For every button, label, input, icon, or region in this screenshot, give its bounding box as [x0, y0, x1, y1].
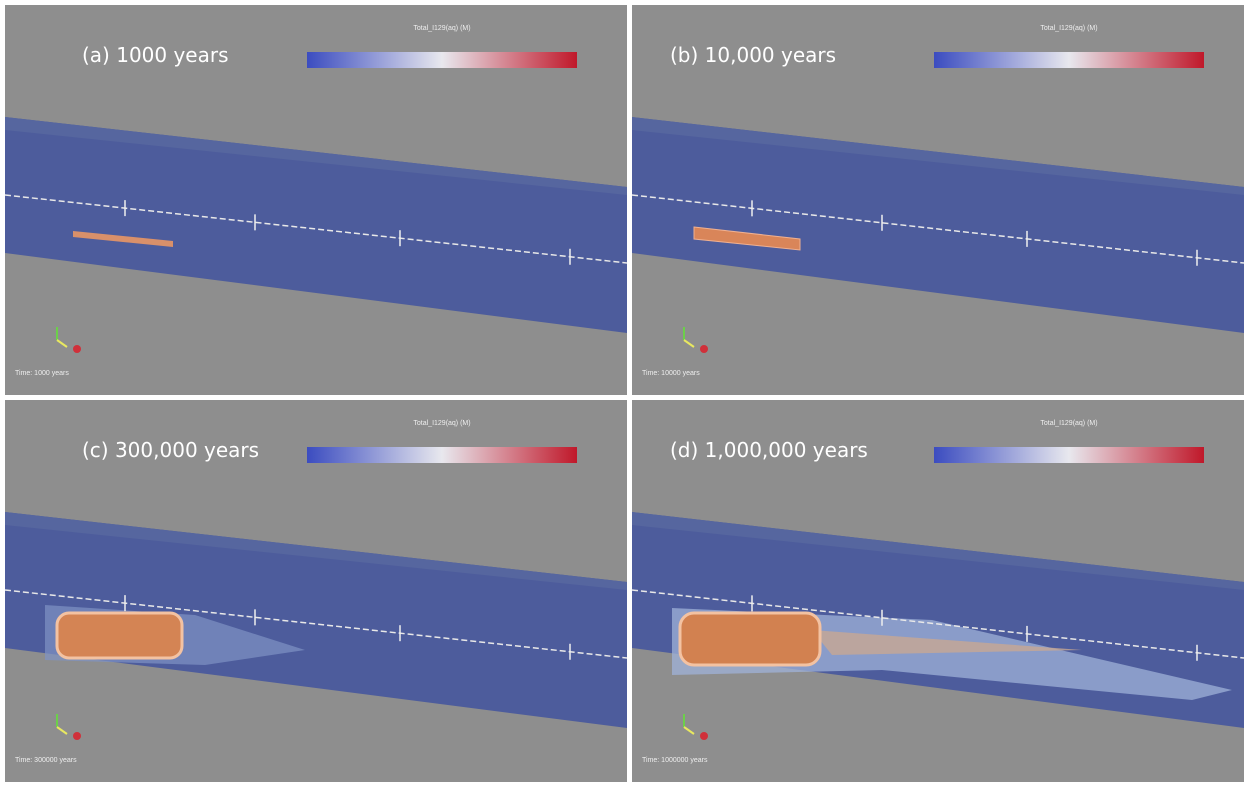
triad-z: [700, 732, 708, 740]
panel: Total_I129(aq) (M) (b) 10,000 years Time: …: [632, 5, 1244, 395]
triad-z: [73, 345, 81, 353]
panel-label: (c) 300,000 years: [82, 438, 259, 462]
slab-top: [632, 512, 1244, 590]
panel: Total_I129(aq) (M) (c) 300,000 years Time:…: [5, 400, 627, 782]
colorbar: [934, 52, 1204, 68]
time-label: Time: 1000000 years: [642, 757, 708, 764]
triad-z: [73, 732, 81, 740]
colorbar-title: Total_I129(aq) (M): [1040, 420, 1097, 427]
time-label: Time: 300000 years: [15, 757, 77, 764]
colorbar-title: Total_I129(aq) (M): [1040, 25, 1097, 32]
axis-line: [632, 589, 1244, 659]
plume: [693, 226, 801, 251]
triad-x: [683, 726, 695, 735]
triad-x: [683, 339, 695, 348]
panel: Total_I129(aq) (M) (a) 1000 years Time: 10…: [5, 5, 627, 395]
axis-line: [5, 589, 627, 659]
panel-label: (b) 10,000 years: [670, 43, 836, 67]
plume-core: [55, 611, 184, 660]
slab-top: [5, 117, 627, 195]
panel-label: (a) 1000 years: [82, 43, 229, 67]
axis-line: [632, 194, 1244, 264]
panel-label: (d) 1,000,000 years: [670, 438, 868, 462]
triad-z: [700, 345, 708, 353]
time-label: Time: 10000 years: [642, 370, 700, 377]
plume-tail: [812, 630, 1082, 655]
colorbar: [934, 447, 1204, 463]
colorbar: [307, 447, 577, 463]
panel: Total_I129(aq) (M) (d) 1,000,000 years Tim…: [632, 400, 1244, 782]
colorbar-title: Total_I129(aq) (M): [413, 25, 470, 32]
slab-top: [632, 117, 1244, 195]
time-label: Time: 1000 years: [15, 370, 69, 377]
slab-top: [5, 512, 627, 590]
triad-x: [56, 726, 68, 735]
plume-core: [678, 611, 822, 667]
triad-x: [56, 339, 68, 348]
plume: [73, 231, 173, 247]
colorbar: [307, 52, 577, 68]
axis-line: [5, 194, 627, 264]
colorbar-title: Total_I129(aq) (M): [413, 420, 470, 427]
